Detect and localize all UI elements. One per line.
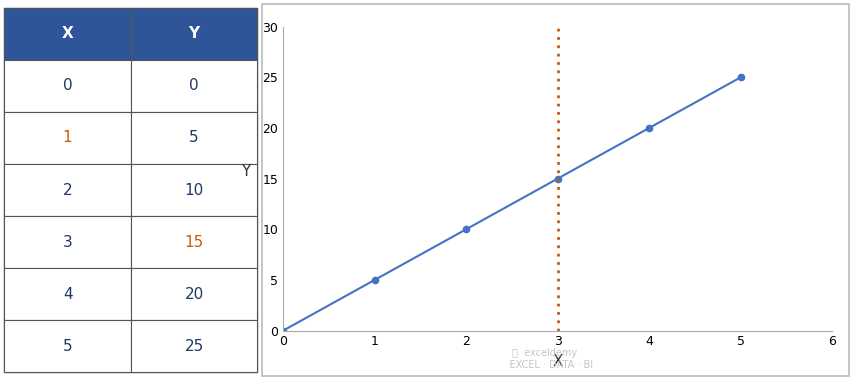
Y-axis label: Y: Y <box>241 164 251 179</box>
Text: 3: 3 <box>63 234 72 250</box>
Text: 🔷  exceldemy
    EXCEL · DATA · BI: 🔷 exceldemy EXCEL · DATA · BI <box>497 348 593 370</box>
Text: 10: 10 <box>184 182 203 198</box>
Bar <box>4 112 130 164</box>
Bar <box>130 320 257 372</box>
Text: Y: Y <box>189 26 200 41</box>
Bar <box>130 268 257 320</box>
Text: 2: 2 <box>63 182 72 198</box>
Text: 20: 20 <box>184 287 203 302</box>
Bar <box>4 216 130 268</box>
Text: 0: 0 <box>63 78 72 93</box>
X-axis label: X: X <box>553 354 563 369</box>
Bar <box>4 164 130 216</box>
Text: X: X <box>62 26 74 41</box>
Text: 1: 1 <box>63 130 72 146</box>
Bar <box>4 268 130 320</box>
Text: 0: 0 <box>190 78 199 93</box>
Bar <box>130 216 257 268</box>
Bar <box>130 60 257 112</box>
Text: 5: 5 <box>190 130 199 146</box>
Text: 4: 4 <box>63 287 72 302</box>
Bar <box>4 60 130 112</box>
Bar <box>4 8 130 60</box>
Text: 15: 15 <box>184 234 203 250</box>
Text: 25: 25 <box>184 339 203 354</box>
Bar <box>130 8 257 60</box>
Bar <box>130 164 257 216</box>
Text: 5: 5 <box>63 339 72 354</box>
Bar <box>130 112 257 164</box>
Bar <box>4 320 130 372</box>
